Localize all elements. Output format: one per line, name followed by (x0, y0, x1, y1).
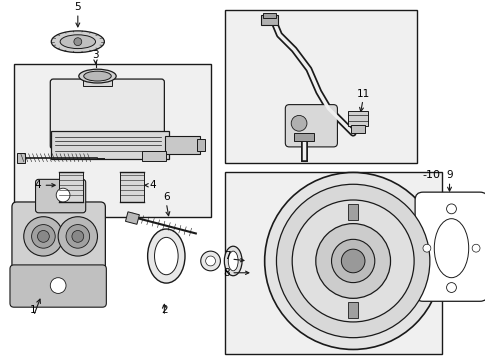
Text: 6: 6 (163, 192, 169, 202)
FancyBboxPatch shape (12, 202, 105, 276)
Bar (347, 204, 357, 220)
Bar (14, 64, 210, 217)
Text: 5: 5 (74, 2, 81, 12)
Bar (294, 133, 313, 141)
Bar (350, 125, 364, 133)
Bar (196, 139, 204, 151)
Bar (165, 136, 200, 154)
Circle shape (50, 278, 66, 293)
Text: 11: 11 (356, 89, 369, 99)
Circle shape (315, 224, 390, 298)
Text: 8: 8 (223, 268, 230, 278)
Circle shape (24, 217, 63, 256)
Bar (142, 151, 166, 161)
Circle shape (32, 225, 55, 248)
Bar (347, 302, 357, 318)
FancyBboxPatch shape (414, 192, 487, 301)
Ellipse shape (224, 246, 242, 276)
Ellipse shape (51, 31, 104, 53)
Ellipse shape (79, 69, 116, 83)
Bar (51, 131, 169, 159)
Bar (225, 172, 441, 354)
Circle shape (56, 188, 70, 202)
Ellipse shape (433, 219, 468, 278)
Circle shape (38, 230, 49, 242)
Circle shape (471, 244, 479, 252)
Circle shape (291, 116, 306, 131)
Circle shape (201, 251, 220, 271)
Bar (260, 15, 278, 25)
Text: -10: -10 (421, 170, 439, 180)
FancyBboxPatch shape (50, 79, 164, 149)
Circle shape (205, 256, 215, 266)
Ellipse shape (147, 229, 184, 283)
Text: 7: 7 (223, 251, 230, 261)
Bar (120, 172, 143, 202)
Bar (82, 74, 112, 86)
FancyBboxPatch shape (10, 265, 106, 307)
Bar (125, 212, 139, 224)
Text: 4: 4 (35, 180, 41, 190)
Circle shape (446, 204, 455, 214)
Circle shape (446, 283, 455, 292)
Ellipse shape (228, 251, 238, 271)
Circle shape (276, 184, 429, 338)
Polygon shape (17, 153, 25, 163)
Ellipse shape (60, 35, 95, 49)
Circle shape (74, 38, 81, 46)
Ellipse shape (83, 71, 111, 81)
Text: 1: 1 (30, 305, 37, 315)
Ellipse shape (154, 237, 178, 275)
Text: 9: 9 (446, 170, 452, 180)
Circle shape (264, 172, 441, 350)
Circle shape (292, 200, 413, 322)
Circle shape (331, 239, 374, 283)
Bar (59, 172, 82, 202)
Bar (262, 13, 276, 18)
Bar (225, 10, 416, 163)
FancyBboxPatch shape (285, 105, 337, 147)
Circle shape (72, 230, 83, 242)
Circle shape (58, 217, 97, 256)
Bar (347, 111, 367, 126)
Text: 4: 4 (149, 180, 156, 190)
Circle shape (422, 244, 430, 252)
Circle shape (66, 225, 89, 248)
FancyBboxPatch shape (36, 179, 85, 213)
Text: 2: 2 (161, 305, 167, 315)
Text: 3: 3 (92, 50, 99, 60)
Circle shape (341, 249, 364, 273)
